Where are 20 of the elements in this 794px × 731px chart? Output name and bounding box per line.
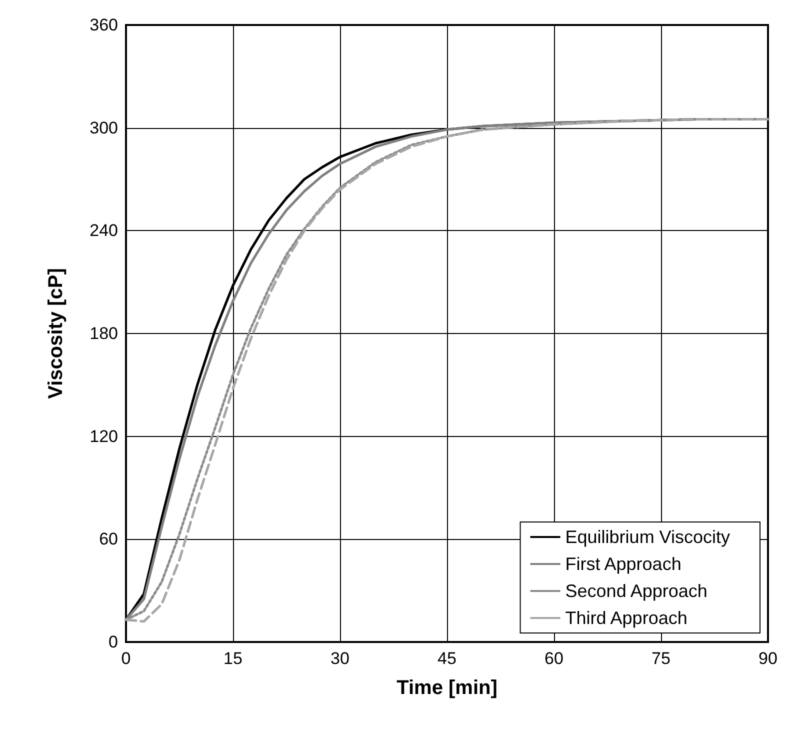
y-tick-label: 180 [90,324,118,343]
legend-label: Third Approach [565,608,688,628]
y-tick-label: 300 [90,118,118,138]
x-tick-label: 15 [224,649,242,668]
x-tick-label: 0 [121,649,131,668]
y-tick-label: 240 [90,221,118,240]
x-tick-label: 60 [544,649,564,668]
x-tick-label: 30 [330,649,350,668]
legend-label: Equilibrium Viscocity [565,527,730,547]
x-axis-title: Time [min] [396,677,498,699]
y-axis-title: Viscosity [cP] [45,268,67,399]
y-tick-label: 360 [90,16,118,34]
x-tick-label: 75 [652,649,670,668]
y-tick-label: 0 [108,632,118,652]
x-tick-label: 90 [758,649,778,668]
x-tick-label: 45 [438,649,456,668]
y-tick-label: 60 [99,530,118,549]
legend-label: Second Approach [565,581,708,601]
legend-label: First Approach [565,554,682,574]
y-tick-label: 120 [90,426,118,446]
